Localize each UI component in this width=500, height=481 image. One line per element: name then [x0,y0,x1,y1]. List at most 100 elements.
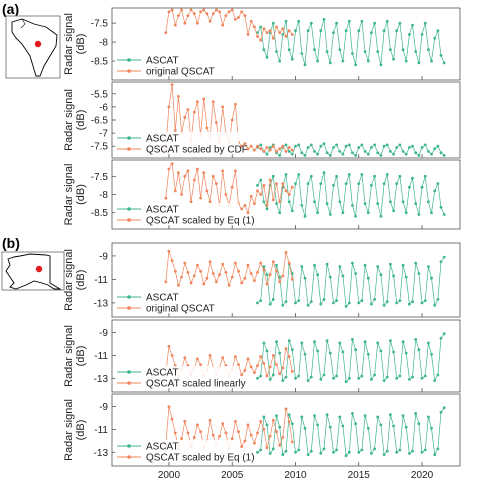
data-point [284,407,288,411]
data-point [363,414,367,418]
data-point [183,116,187,119]
data-point [215,8,218,12]
data-point [300,204,304,207]
y-axis-label-line: Radar signal [63,89,75,151]
data-point [309,143,313,147]
data-point [281,274,285,278]
data-point [164,280,168,284]
data-point [224,431,228,435]
data-point [414,412,418,415]
data-point [430,426,433,430]
data-point [309,174,313,178]
y-tick-label: -9 [99,251,108,262]
data-point [211,100,215,104]
data-point [335,448,338,452]
y-tick-label: -8 [99,38,108,49]
data-point [417,348,421,352]
data-point [265,55,269,59]
data-point [287,261,291,265]
data-point [180,275,184,279]
data-point [281,379,285,382]
data-point [338,150,342,153]
data-point [177,95,180,98]
data-point [328,275,332,279]
y-tick-label: -11 [94,425,108,436]
y-axis-label-line: Radar signal [63,399,75,461]
data-point [227,10,231,14]
data-point [385,173,389,176]
legend-bg [115,65,239,76]
y-axis-label-line: (dB) [75,110,87,131]
data-point [246,147,250,151]
data-point [278,351,282,355]
data-point [373,174,376,178]
data-point [246,423,250,427]
data-point [294,376,297,380]
data-point [332,301,335,305]
data-point [344,380,348,384]
data-point [300,151,304,155]
data-point [287,193,291,196]
data-point [218,10,222,14]
x-tick-label: 2015 [348,470,371,481]
data-point [256,364,259,368]
data-point [164,196,168,200]
data-point [170,8,174,12]
legend-swatch-marker [127,218,131,222]
data-point [389,200,392,204]
data-point [275,182,278,186]
data-point [290,278,294,281]
data-point [268,273,272,277]
data-point [338,415,342,419]
y-tick-label: -8.5 [91,57,109,68]
data-point [332,31,335,34]
data-point [262,341,266,345]
data-point [360,299,364,302]
data-point [246,33,250,36]
data-point [256,431,259,435]
data-point [271,144,275,148]
data-point [256,271,259,274]
data-point [227,283,231,287]
legend-entry: ASCAT [146,442,179,453]
data-point [436,373,440,377]
legend-swatch-marker [127,444,131,448]
data-point [287,150,291,153]
data-point [256,301,259,305]
data-point [344,182,348,186]
data-point [382,182,386,186]
data-point [385,143,389,147]
data-point [382,29,386,33]
data-point [382,379,386,382]
legend-swatch-marker [127,69,131,73]
y-axis-label-line: (dB) [75,34,87,55]
data-point [170,417,174,421]
data-point [259,38,263,42]
data-point [373,21,376,25]
data-point [366,59,370,63]
data-point [385,449,389,453]
data-point [395,146,399,149]
data-point [243,14,247,17]
series-line [257,172,445,217]
data-point [373,298,376,301]
data-point [389,339,392,342]
data-point [268,29,272,33]
data-point [427,341,430,345]
data-point [256,35,259,38]
data-point [328,425,332,429]
data-point [234,169,237,173]
data-point [430,59,433,63]
y-tick-label: -7.5 [91,142,109,153]
data-point [294,301,297,305]
data-point [325,413,329,416]
chart-panel-2: -5.5 -6 -6.5 -7 -7.5 Radar signal(dB) ASCATQSC… [63,81,461,159]
series-ascat [256,18,446,67]
series-ascat [256,332,446,384]
data-point [281,182,285,186]
y-axis-label: Radar signal(dB) [63,89,87,151]
data-point [230,185,234,189]
data-point [259,25,263,29]
data-point [243,368,247,372]
data-point [319,182,323,186]
